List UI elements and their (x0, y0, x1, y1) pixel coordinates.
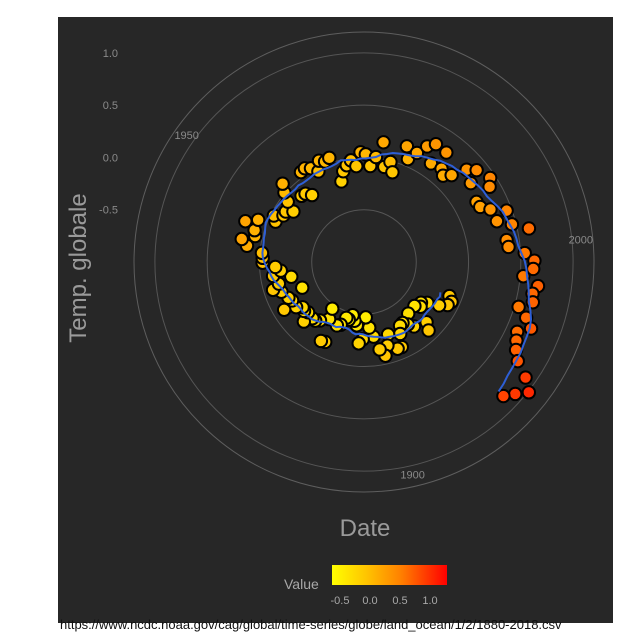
data-point (428, 137, 444, 152)
data-point (304, 187, 320, 203)
data-point (508, 386, 523, 402)
data-point (268, 259, 283, 275)
data-point (439, 145, 454, 160)
x-tick-label: 2000 (569, 234, 593, 246)
data-point (444, 167, 459, 183)
data-point (489, 214, 505, 229)
data-point (295, 280, 310, 295)
data-point (463, 175, 479, 191)
data-point (372, 342, 387, 357)
grid-circle (311, 209, 417, 315)
x-tick-label: 1950 (174, 130, 198, 142)
data-point (469, 162, 484, 178)
legend-tick-label: 0.5 (392, 595, 408, 607)
data-point (431, 298, 447, 313)
grid-circle (206, 104, 522, 420)
plot-panel: -0.5 0.0 0.5 1.0 2000 1900 1950 (58, 17, 613, 623)
y-axis-label: Temp. globale (65, 192, 92, 343)
legend-tick-label: -0.5 (330, 595, 350, 607)
data-point (275, 176, 290, 191)
source-caption: https://www.ncdc.noaa.gov/cag/global/tim… (60, 617, 562, 632)
data-point (250, 212, 266, 228)
legend-title: Value (284, 576, 319, 592)
outer-grid-circle (133, 31, 595, 493)
y-tick-label: 1.0 (103, 48, 118, 60)
legend-colorbar (332, 565, 447, 585)
data-point (518, 370, 533, 385)
data-point (313, 333, 329, 349)
data-point (349, 158, 364, 174)
x-axis-label: Date (339, 515, 391, 542)
data-point (501, 239, 516, 255)
data-point (376, 135, 391, 150)
y-tick-label: -0.5 (99, 205, 118, 217)
data-point (351, 336, 366, 351)
data-point (284, 269, 299, 285)
y-tick-label: 0.0 (103, 152, 118, 164)
legend-tick-label: 1.0 (422, 595, 438, 607)
y-tick-label: 0.5 (103, 100, 118, 112)
data-point (322, 150, 337, 166)
legend-tick-label: 0.0 (362, 595, 378, 607)
data-point (496, 388, 511, 404)
data-point (421, 323, 436, 338)
data-point (325, 301, 340, 316)
data-point (238, 214, 253, 229)
x-tick-label: 1900 (400, 470, 424, 482)
data-point (234, 231, 249, 247)
polar-scatter-plot: -0.5 0.0 0.5 1.0 2000 1900 1950 (99, 31, 595, 493)
data-point (483, 202, 498, 217)
data-point (521, 385, 537, 400)
data-point (482, 179, 497, 195)
smooth-line (261, 151, 533, 393)
data-point (511, 299, 526, 315)
data-point (521, 221, 537, 236)
grid-circle (154, 52, 574, 472)
data-point (385, 165, 400, 180)
